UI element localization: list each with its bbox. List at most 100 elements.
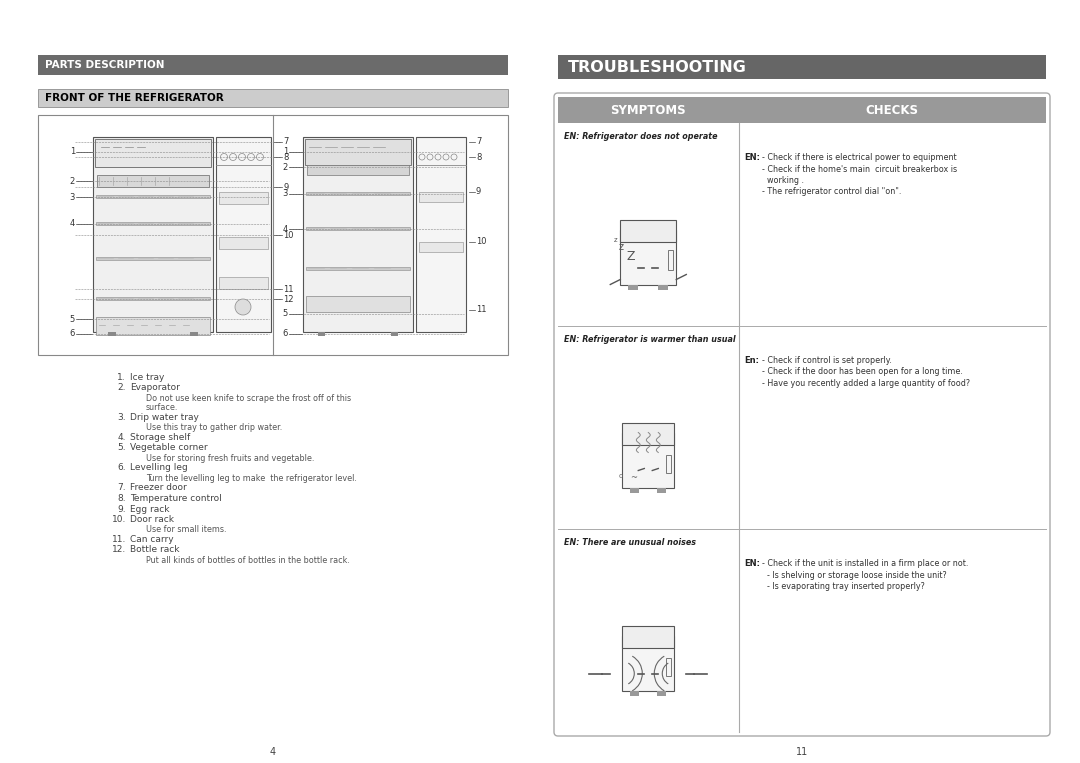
Text: - Check if the door has been open for a long time.: - Check if the door has been open for a … bbox=[761, 368, 962, 376]
Bar bbox=[658, 691, 666, 696]
Text: 9.: 9. bbox=[118, 504, 126, 513]
Bar bbox=[306, 296, 410, 312]
Text: o: o bbox=[618, 472, 622, 478]
Text: 5.: 5. bbox=[118, 443, 126, 452]
Text: 11: 11 bbox=[283, 285, 294, 294]
Text: 9: 9 bbox=[476, 188, 482, 197]
Bar bbox=[659, 285, 669, 289]
Text: 1: 1 bbox=[70, 147, 75, 156]
Text: 6.: 6. bbox=[118, 463, 126, 472]
Bar bbox=[629, 285, 638, 289]
Text: ~: ~ bbox=[631, 474, 637, 482]
Text: 11: 11 bbox=[796, 747, 808, 757]
FancyBboxPatch shape bbox=[554, 93, 1050, 736]
Text: 1: 1 bbox=[283, 147, 288, 156]
Text: 6: 6 bbox=[283, 330, 288, 339]
Text: Use for small items.: Use for small items. bbox=[146, 526, 227, 535]
Text: 4: 4 bbox=[270, 747, 276, 757]
Text: Bottle rack: Bottle rack bbox=[130, 546, 179, 555]
Bar bbox=[558, 55, 1047, 79]
Text: 5: 5 bbox=[70, 314, 75, 324]
Bar bbox=[416, 137, 465, 332]
Text: 12.: 12. bbox=[111, 546, 126, 555]
Bar bbox=[558, 97, 739, 123]
Text: EN:: EN: bbox=[744, 153, 760, 162]
Text: - The refrigerator control dial "on".: - The refrigerator control dial "on". bbox=[761, 188, 901, 197]
Text: Use for storing fresh fruits and vegetable.: Use for storing fresh fruits and vegetab… bbox=[146, 454, 314, 463]
Bar bbox=[419, 192, 463, 202]
Text: Storage shelf: Storage shelf bbox=[130, 433, 190, 442]
Text: z: z bbox=[618, 242, 623, 252]
Text: En:: En: bbox=[744, 356, 759, 365]
Text: 8.: 8. bbox=[118, 494, 126, 503]
Bar bbox=[108, 332, 116, 336]
Text: surface.: surface. bbox=[146, 404, 178, 413]
Text: 8: 8 bbox=[476, 153, 482, 162]
Bar bbox=[318, 332, 325, 336]
Text: 2: 2 bbox=[283, 163, 288, 172]
Text: Freezer door: Freezer door bbox=[130, 484, 187, 492]
Bar bbox=[96, 317, 210, 335]
Bar bbox=[306, 267, 410, 270]
Text: FRONT OF THE REFRIGERATOR: FRONT OF THE REFRIGERATOR bbox=[45, 93, 224, 103]
Text: 6: 6 bbox=[69, 330, 75, 339]
Text: 2.: 2. bbox=[118, 384, 126, 392]
Circle shape bbox=[235, 299, 251, 315]
Text: Drip water tray: Drip water tray bbox=[130, 413, 199, 422]
Bar bbox=[95, 139, 211, 167]
Text: Z: Z bbox=[626, 250, 635, 262]
Text: SYMPTOMS: SYMPTOMS bbox=[610, 104, 686, 117]
Text: 9: 9 bbox=[283, 182, 288, 192]
Bar bbox=[666, 658, 672, 675]
Bar bbox=[620, 230, 676, 285]
Bar bbox=[419, 242, 463, 252]
Text: 3.: 3. bbox=[118, 413, 126, 422]
Bar bbox=[38, 115, 508, 355]
Text: 3: 3 bbox=[283, 189, 288, 198]
Text: 7: 7 bbox=[476, 137, 482, 146]
Text: - Have you recently added a large quantity of food?: - Have you recently added a large quanti… bbox=[761, 379, 970, 388]
Bar bbox=[307, 165, 409, 175]
Bar bbox=[631, 691, 639, 696]
Bar bbox=[219, 237, 268, 249]
Bar bbox=[305, 139, 411, 165]
Text: - Check if there is electrical power to equipment: - Check if there is electrical power to … bbox=[761, 153, 956, 162]
Bar bbox=[216, 137, 271, 332]
Text: Levelling leg: Levelling leg bbox=[130, 463, 188, 472]
Text: CHECKS: CHECKS bbox=[866, 104, 919, 117]
Text: Do not use keen knife to scrape the frost off of this: Do not use keen knife to scrape the fros… bbox=[146, 394, 351, 403]
Bar bbox=[38, 55, 508, 75]
Text: - Is shelving or storage loose inside the unit?: - Is shelving or storage loose inside th… bbox=[761, 571, 946, 580]
Bar bbox=[306, 192, 410, 195]
Text: Evaporator: Evaporator bbox=[130, 384, 180, 392]
Text: 3: 3 bbox=[69, 192, 75, 201]
Text: - Check if control is set properly.: - Check if control is set properly. bbox=[761, 356, 891, 365]
Text: 11.: 11. bbox=[111, 535, 126, 544]
Text: TROUBLESHOOTING: TROUBLESHOOTING bbox=[568, 60, 747, 75]
Text: 1.: 1. bbox=[118, 373, 126, 382]
Bar bbox=[96, 195, 210, 198]
Bar bbox=[622, 626, 674, 648]
Bar bbox=[622, 636, 674, 691]
Bar bbox=[622, 433, 674, 488]
Text: 11: 11 bbox=[476, 305, 486, 314]
Bar bbox=[739, 97, 1047, 123]
Text: Can carry: Can carry bbox=[130, 535, 174, 544]
Bar bbox=[38, 89, 508, 107]
Text: EN: Refrigerator is warmer than usual: EN: Refrigerator is warmer than usual bbox=[564, 335, 735, 344]
Text: 7.: 7. bbox=[118, 484, 126, 492]
Bar bbox=[96, 257, 210, 260]
Bar bbox=[631, 488, 639, 492]
Text: 5: 5 bbox=[283, 310, 288, 318]
Bar bbox=[666, 455, 672, 472]
Text: Turn the levelling leg to make  the refrigerator level.: Turn the levelling leg to make the refri… bbox=[146, 474, 356, 483]
Bar bbox=[190, 332, 198, 336]
Text: 4: 4 bbox=[283, 224, 288, 233]
Bar bbox=[219, 277, 268, 289]
Text: 7: 7 bbox=[283, 137, 288, 146]
Text: - Check if the unit is installed in a firm place or not.: - Check if the unit is installed in a fi… bbox=[761, 559, 968, 568]
Bar bbox=[391, 332, 399, 336]
Text: Ice tray: Ice tray bbox=[130, 373, 164, 382]
Text: Egg rack: Egg rack bbox=[130, 504, 170, 513]
Bar bbox=[96, 297, 210, 300]
